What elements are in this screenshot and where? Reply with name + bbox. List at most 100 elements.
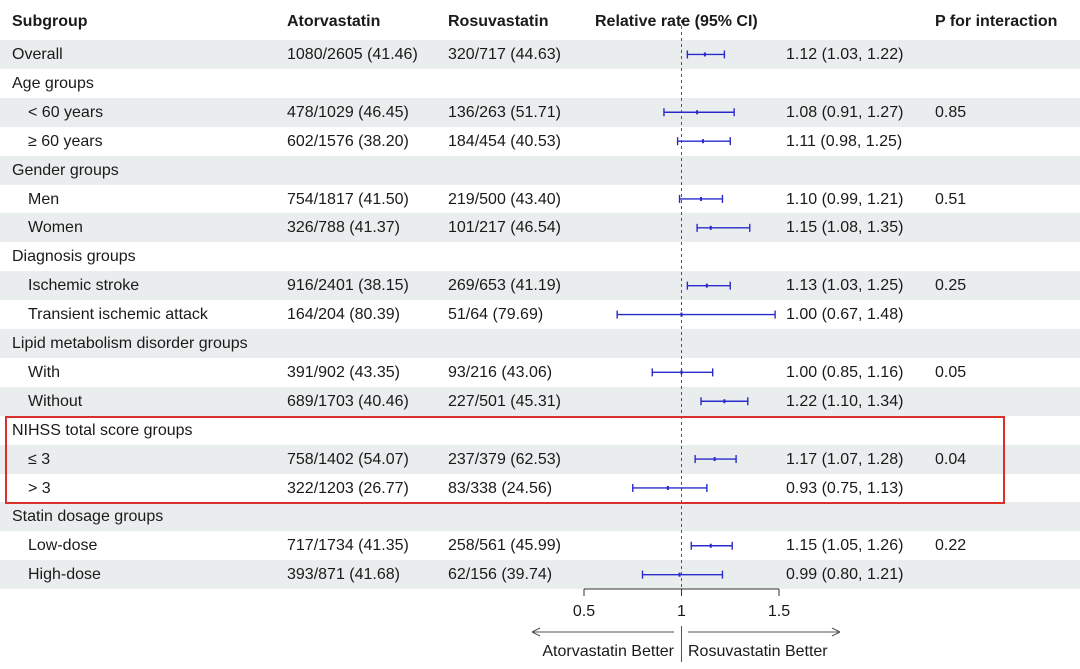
subgroup-label: ≥ 60 years [28, 132, 103, 150]
rosuvastatin-value: 237/379 (62.53) [448, 450, 561, 468]
column-header-p-interaction: P for interaction [935, 13, 1058, 30]
subgroup-label: Men [28, 190, 60, 208]
atorvastatin-value: 689/1703 (40.46) [287, 392, 409, 410]
atorvastatin-value: 758/1402 (54.07) [287, 450, 409, 468]
p-interaction-value: 0.04 [935, 450, 967, 468]
table-row: < 60 years 478/1029 (46.45) 136/263 (51.71… [0, 97, 1080, 127]
column-header-atorvastatin: Atorvastatin [287, 13, 381, 30]
subgroup-label: ≤ 3 [28, 450, 51, 468]
column-header-rosuvastatin: Rosuvastatin [448, 13, 549, 30]
p-interaction-value: 0.25 [935, 277, 967, 295]
table-row: High-dose 393/871 (41.68) 62/156 (39.74) 0.… [0, 560, 1080, 590]
rosuvastatin-value: 51/64 (79.69) [448, 306, 544, 324]
atorvastatin-value: 393/871 (41.68) [287, 566, 400, 584]
x-tick-label: 1 [677, 603, 686, 620]
atorvastatin-value: 326/788 (41.37) [287, 219, 400, 237]
point-estimate [709, 543, 712, 548]
point-estimate [666, 485, 669, 490]
point-estimate [678, 572, 681, 577]
point-estimate [701, 139, 704, 144]
table-row: > 3 322/1203 (26.77) 83/338 (24.56) 0.93 (0… [0, 474, 1080, 503]
point-estimate [723, 399, 726, 404]
table-row: Low-dose 717/1734 (41.35) 258/561 (45.99) 1… [0, 531, 1080, 560]
table-row: With 391/902 (43.35) 93/216 (43.06) 1.00 (0… [0, 358, 1080, 387]
subgroup-label: Without [28, 392, 83, 410]
point-estimate [713, 457, 716, 462]
table-row: Women 326/788 (41.37) 101/217 (46.54) 1.15 … [0, 213, 1080, 243]
subgroup-label: Ischemic stroke [28, 277, 140, 295]
subgroup-label: < 60 years [28, 103, 104, 121]
subgroup-label: Women [28, 219, 83, 237]
atorvastatin-value: 391/902 (43.35) [287, 363, 400, 381]
subgroup-label: Age groups [12, 74, 94, 92]
point-estimate [709, 225, 712, 230]
relative-rate-value: 1.22 (1.10, 1.34) [786, 392, 904, 410]
table-row: Overall 1080/2605 (41.46) 320/717 (44.63) 1… [0, 40, 1080, 69]
point-estimate [680, 370, 683, 375]
rosuvastatin-value: 62/156 (39.74) [448, 566, 553, 584]
rosuvastatin-value: 219/500 (43.40) [448, 190, 561, 208]
relative-rate-value: 1.13 (1.03, 1.25) [786, 277, 904, 295]
relative-rate-value: 1.15 (1.05, 1.26) [786, 537, 904, 555]
x-tick-label: 1.5 [768, 603, 790, 620]
right-direction-label: Rosuvastatin Better [688, 643, 828, 660]
subgroup-label: Gender groups [12, 161, 119, 179]
relative-rate-value: 1.17 (1.07, 1.28) [786, 450, 904, 468]
atorvastatin-value: 717/1734 (41.35) [287, 537, 409, 555]
table-row: Without 689/1703 (40.46) 227/501 (45.31) 1.… [0, 386, 1080, 416]
rosuvastatin-value: 93/216 (43.06) [448, 363, 553, 381]
subgroup-label: Lipid metabolism disorder groups [12, 335, 248, 352]
atorvastatin-value: 164/204 (80.39) [287, 306, 400, 324]
column-header-subgroup: Subgroup [12, 13, 88, 30]
point-estimate [703, 52, 706, 57]
column-header-relative-rate: Relative rate (95% CI) [595, 13, 758, 30]
rosuvastatin-value: 227/501 (45.31) [448, 392, 561, 410]
p-interaction-value: 0.51 [935, 190, 967, 208]
group-header-row: Age groups [0, 69, 1080, 98]
group-header-row: Diagnosis groups [0, 242, 1080, 271]
rosuvastatin-value: 269/653 (41.19) [448, 277, 561, 295]
atorvastatin-value: 478/1029 (46.45) [287, 103, 409, 121]
rosuvastatin-value: 258/561 (45.99) [448, 537, 561, 555]
p-interaction-value: 0.05 [935, 363, 967, 381]
relative-rate-value: 0.99 (0.80, 1.21) [786, 566, 904, 584]
subgroup-label: Low-dose [28, 537, 98, 555]
point-estimate [696, 110, 699, 115]
atorvastatin-value: 754/1817 (41.50) [287, 190, 409, 208]
table-row: Ischemic stroke 916/2401 (38.15) 269/653 (… [0, 271, 1080, 301]
left-arrow-head [531, 627, 541, 637]
subgroup-label: Statin dosage groups [12, 508, 164, 526]
relative-rate-value: 1.12 (1.03, 1.22) [786, 46, 904, 63]
table-row: Men 754/1817 (41.50) 219/500 (43.40) 1.10 (… [0, 185, 1080, 214]
p-interaction-value: 0.85 [935, 103, 967, 121]
rosuvastatin-value: 83/338 (24.56) [448, 479, 553, 497]
relative-rate-value: 1.10 (0.99, 1.21) [786, 190, 904, 208]
right-arrow-head [831, 627, 841, 637]
left-direction-label: Atorvastatin Better [542, 643, 674, 660]
table-row: Transient ischemic attack 164/204 (80.39)… [0, 300, 1080, 329]
table-row: ≥ 60 years 602/1576 (38.20) 184/454 (40.53… [0, 127, 1080, 156]
subgroup-label: Diagnosis groups [12, 248, 136, 266]
table-row: ≤ 3 758/1402 (54.07) 237/379 (62.53) 1.17 (… [0, 444, 1080, 474]
point-estimate [705, 283, 708, 288]
atorvastatin-value: 602/1576 (38.20) [287, 132, 409, 150]
relative-rate-value: 1.00 (0.67, 1.48) [786, 306, 904, 324]
atorvastatin-value: 1080/2605 (41.46) [287, 46, 418, 63]
relative-rate-value: 1.00 (0.85, 1.16) [786, 363, 904, 381]
atorvastatin-value: 322/1203 (26.77) [287, 479, 409, 497]
x-tick-label: 0.5 [573, 603, 595, 620]
rosuvastatin-value: 101/217 (46.54) [448, 219, 561, 237]
group-header-row: Gender groups [0, 155, 1080, 185]
p-interaction-value: 0.22 [935, 537, 967, 555]
relative-rate-value: 0.93 (0.75, 1.13) [786, 479, 904, 497]
subgroup-label: NIHSS total score groups [12, 421, 193, 439]
subgroup-label: Transient ischemic attack [28, 306, 208, 324]
rosuvastatin-value: 184/454 (40.53) [448, 132, 561, 150]
rosuvastatin-value: 320/717 (44.63) [448, 46, 561, 63]
group-header-row: NIHSS total score groups [0, 416, 1080, 445]
point-estimate [700, 196, 702, 201]
rosuvastatin-value: 136/263 (51.71) [448, 103, 561, 121]
subgroup-label: > 3 [28, 479, 51, 497]
point-estimate [680, 312, 683, 317]
